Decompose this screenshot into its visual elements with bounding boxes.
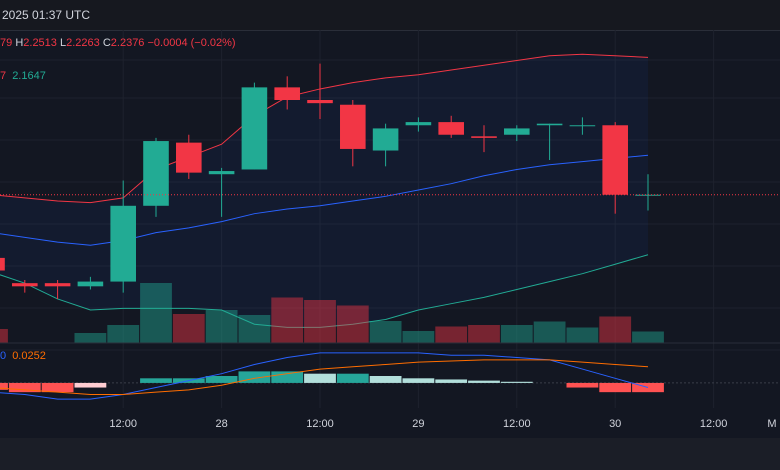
volume-bar — [205, 310, 238, 343]
histogram-bar — [566, 382, 599, 388]
volume-bar — [599, 316, 632, 343]
time-axis-label: 29 — [412, 418, 425, 430]
volume-bar — [533, 321, 566, 343]
time-axis-label: M — [767, 418, 777, 430]
volume-bar — [500, 325, 533, 343]
volume-bar — [468, 325, 500, 343]
histogram-bar — [238, 371, 271, 383]
macd-signal-line — [0, 359, 649, 395]
volume-bar — [107, 325, 140, 343]
candle-body — [405, 122, 432, 126]
histogram-bar — [140, 378, 172, 383]
macd-signal-value: 0.0252 — [12, 350, 46, 362]
candle-body — [504, 128, 530, 135]
time-axis-label: 30 — [609, 418, 622, 430]
time-axis-label: 12:00 — [503, 418, 531, 430]
candle-body — [143, 141, 169, 206]
candle-body — [307, 100, 333, 104]
price-chart[interactable] — [0, 30, 780, 408]
volume-bar — [304, 300, 336, 343]
candle-body — [274, 87, 300, 100]
volume-bar — [632, 331, 664, 343]
candle-body — [12, 283, 38, 287]
timestamp: 2025 01:37 UTC — [2, 8, 91, 22]
histogram-bar — [304, 373, 336, 383]
low-value: 2.2263 — [66, 37, 100, 49]
bollinger-basis-line — [0, 154, 649, 246]
candle-body — [208, 171, 235, 175]
histogram-bar — [500, 381, 533, 383]
ohlc-legend: 79 H2.2513 L2.2263 C2.2376 −0.0004 (−0.0… — [0, 37, 236, 49]
histogram-bar — [41, 382, 74, 393]
close-label: C — [102, 37, 111, 49]
time-axis-label: 12:00 — [306, 418, 334, 430]
histogram-bar — [468, 380, 500, 383]
volume-bar — [336, 305, 369, 343]
candle-body — [438, 122, 464, 135]
volume-bar — [271, 297, 304, 343]
chart-bottom-bar — [0, 438, 780, 470]
time-axis-label: 28 — [215, 418, 228, 430]
volume-bar — [238, 315, 271, 343]
macd-legend: 0 0.0252 — [0, 350, 46, 362]
high-value: 2.2513 — [23, 37, 57, 49]
volume-bar — [369, 321, 402, 343]
candle-body — [536, 123, 563, 126]
candle-body — [340, 104, 366, 149]
volume-bar — [402, 331, 435, 343]
volume-bar — [172, 314, 205, 343]
candle-body — [176, 142, 202, 173]
open-value: 79 — [0, 37, 13, 49]
candle-body — [44, 283, 71, 287]
volume-bar — [566, 327, 599, 343]
histogram-bar — [271, 371, 304, 383]
volume-bars — [0, 283, 664, 343]
candle-body — [110, 205, 136, 282]
candle-body — [602, 125, 628, 195]
histogram-bar — [205, 376, 238, 383]
histogram-bar — [336, 373, 369, 383]
histogram-bar — [0, 382, 8, 390]
bollinger-lower-line — [0, 254, 649, 328]
histogram-bar — [369, 376, 402, 383]
change-value: −0.0004 (−0.02%) — [147, 37, 236, 49]
close-value: 2.2376 — [110, 37, 145, 49]
volume-bar — [74, 333, 107, 343]
histogram-bar — [402, 378, 435, 383]
macd-prefix: 0 — [0, 350, 7, 362]
time-axis-label: 12:00 — [109, 418, 137, 430]
time-axis-label: 12:00 — [699, 418, 728, 430]
candle-body — [0, 257, 5, 271]
chart-top-bar: 2025 01:37 UTC — [0, 0, 780, 31]
volume-bar — [140, 283, 172, 343]
candle-body — [241, 87, 268, 170]
candle-body — [372, 128, 399, 151]
bollinger-legend: 7 2.1647 — [0, 70, 46, 82]
volume-bar — [0, 329, 8, 343]
histogram-bar — [8, 382, 41, 393]
histogram-bar — [599, 382, 632, 393]
high-label: H — [15, 37, 24, 49]
histogram-bar — [74, 382, 107, 388]
bb-lower-value: 2.1647 — [12, 70, 46, 82]
macd-histogram — [0, 371, 664, 393]
bb-prefix: 7 — [0, 70, 7, 82]
bollinger-band-fill — [0, 54, 648, 328]
candle-body — [471, 136, 497, 138]
volume-bar — [435, 326, 468, 343]
candle-body — [77, 281, 104, 287]
macd-line — [0, 352, 649, 400]
candle-body — [569, 125, 596, 127]
low-label: L — [59, 37, 67, 49]
histogram-bar — [435, 379, 468, 383]
time-axis[interactable]: 12:00 28 12:00 29 12:00 30 12:00 M — [0, 408, 780, 438]
